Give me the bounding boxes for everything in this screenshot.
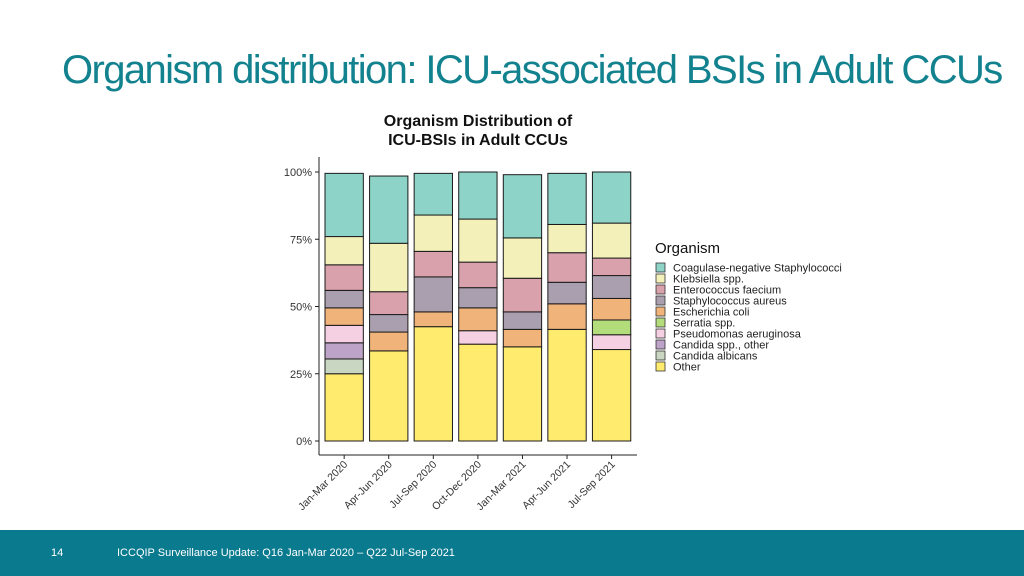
bar-segment [413, 276, 453, 313]
bar-segment [591, 349, 632, 442]
bar-segment [458, 343, 498, 442]
bar-segment [324, 172, 364, 238]
bar-segment [413, 214, 453, 252]
bar-segment [324, 264, 364, 291]
legend-swatch [655, 350, 666, 361]
bar-segment [591, 171, 632, 224]
legend-label: Candida albicans [673, 351, 758, 363]
bar-segment [369, 242, 409, 293]
bar-segment [502, 311, 543, 330]
bar-segment [324, 307, 364, 326]
legend-swatch [655, 361, 666, 372]
chart-title: Organism Distribution of ICU-BSIs in Adu… [318, 112, 638, 150]
legend-swatch [655, 295, 666, 306]
legend-label: Serratia spp. [673, 318, 735, 330]
bar-segment [591, 334, 632, 351]
x-tick-label: Apr-Jun 2021 [520, 459, 573, 512]
legend-label: Staphylococcus aureus [673, 296, 787, 308]
bar-segment [324, 289, 364, 309]
y-tick-label: 25% [290, 369, 312, 381]
bar-segment [547, 328, 587, 442]
bar-segment [324, 373, 364, 442]
legend-swatch [655, 284, 666, 295]
legend-swatch [655, 262, 666, 273]
bar-segment [547, 303, 587, 330]
bar-segment [369, 175, 409, 244]
bar-segment [458, 218, 498, 263]
bar-segment [324, 324, 364, 344]
bar-segment [369, 314, 409, 333]
bar-segment [369, 291, 409, 316]
bar-segment [591, 257, 632, 277]
y-tick-label: 75% [290, 234, 312, 246]
bar-segment [591, 319, 632, 336]
legend-swatch [655, 317, 666, 328]
bar-segment [547, 172, 587, 225]
bar-segment [324, 358, 364, 375]
bar-segment [324, 236, 364, 266]
bar-segment [413, 326, 453, 442]
bar-segment [413, 311, 453, 328]
legend-swatch [655, 328, 666, 339]
x-tick-label: Jul-Sep 2021 [565, 459, 617, 511]
bar-segment [413, 172, 453, 216]
chart-title-line-2: ICU-BSIs in Adult CCUs [388, 132, 568, 149]
legend-label: Coagulase-negative Staphylococci [673, 263, 842, 275]
footer-text: ICCQIP Surveillance Update: Q16 Jan-Mar … [117, 547, 455, 559]
x-tick-label: Apr-Jun 2020 [342, 459, 395, 512]
bar-segment [591, 297, 632, 321]
legend-swatch [655, 306, 666, 317]
bar-segment [458, 287, 498, 309]
chart-title-line-1: Organism Distribution of [383, 113, 573, 130]
legend-swatch [655, 339, 666, 350]
bar-segment [502, 174, 543, 239]
y-tick-label: 0% [296, 436, 312, 448]
legend-label: Enterococcus faecium [673, 285, 781, 297]
bar-segment [369, 350, 409, 442]
bar-segment [591, 222, 632, 259]
bar-segment [413, 250, 453, 278]
bar-segment [591, 275, 632, 299]
legend-label: Pseudomonas aeruginosa [673, 329, 802, 341]
page-number: 14 [51, 547, 64, 559]
bar-segment [547, 252, 587, 283]
bar-segment [458, 307, 498, 332]
bar-segment [458, 171, 498, 220]
bar-segment [369, 331, 409, 352]
legend-label: Escherichia coli [673, 307, 749, 319]
bar-segment [502, 237, 543, 279]
bar-segment [502, 277, 543, 313]
slide-title: Organism distribution: ICU-associated BS… [62, 48, 1003, 92]
bar-segment [458, 261, 498, 289]
bar-segment [502, 328, 543, 348]
legend-label: Klebsiella spp. [673, 274, 744, 286]
legend-label: Other [673, 362, 701, 374]
bar-segment [547, 223, 587, 254]
bar-segment [458, 330, 498, 345]
y-tick-label: 50% [290, 302, 312, 314]
bar-segment [324, 342, 364, 360]
footer-bar: 14 ICCQIP Surveillance Update: Q16 Jan-M… [0, 530, 1024, 576]
bar-segment [502, 346, 543, 442]
y-tick-label: 100% [284, 167, 312, 179]
legend-label: Candida spp., other [673, 340, 769, 352]
legend-title: Organism [655, 240, 720, 257]
legend-swatch [655, 273, 666, 284]
bar-segment [547, 281, 587, 305]
